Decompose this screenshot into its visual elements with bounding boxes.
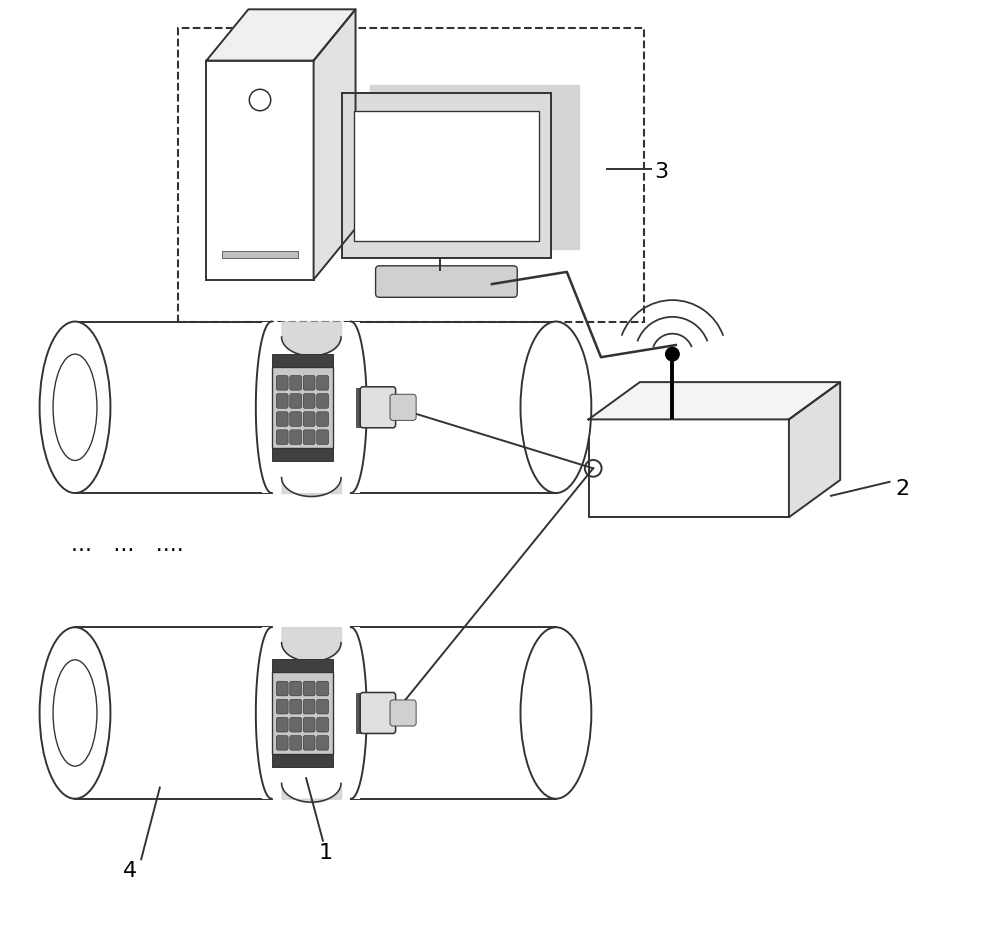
Bar xyxy=(272,754,333,766)
Bar xyxy=(272,354,333,366)
FancyBboxPatch shape xyxy=(303,681,315,696)
Ellipse shape xyxy=(521,627,591,799)
FancyBboxPatch shape xyxy=(360,387,396,428)
Polygon shape xyxy=(75,627,556,799)
FancyBboxPatch shape xyxy=(303,735,315,750)
FancyBboxPatch shape xyxy=(390,700,416,726)
Polygon shape xyxy=(370,85,579,249)
Bar xyxy=(356,388,365,427)
FancyBboxPatch shape xyxy=(276,376,288,391)
Polygon shape xyxy=(75,322,556,493)
Bar xyxy=(272,366,333,448)
FancyBboxPatch shape xyxy=(290,735,302,750)
Bar xyxy=(589,419,789,517)
FancyBboxPatch shape xyxy=(276,412,288,426)
FancyBboxPatch shape xyxy=(290,681,302,696)
Polygon shape xyxy=(789,382,840,517)
FancyBboxPatch shape xyxy=(276,735,288,750)
FancyBboxPatch shape xyxy=(317,393,329,408)
FancyBboxPatch shape xyxy=(317,718,329,732)
FancyBboxPatch shape xyxy=(303,699,315,714)
Ellipse shape xyxy=(40,627,110,799)
FancyBboxPatch shape xyxy=(303,393,315,408)
FancyBboxPatch shape xyxy=(317,430,329,445)
FancyBboxPatch shape xyxy=(317,699,329,714)
Bar xyxy=(178,28,644,322)
Polygon shape xyxy=(314,9,356,280)
Polygon shape xyxy=(206,9,356,61)
FancyBboxPatch shape xyxy=(276,718,288,732)
FancyBboxPatch shape xyxy=(303,376,315,391)
Bar xyxy=(222,251,298,258)
Ellipse shape xyxy=(40,322,110,493)
FancyBboxPatch shape xyxy=(290,699,302,714)
FancyBboxPatch shape xyxy=(290,376,302,391)
Polygon shape xyxy=(589,382,840,419)
Circle shape xyxy=(665,347,680,362)
Text: 3: 3 xyxy=(654,162,668,183)
Text: 4: 4 xyxy=(123,861,137,882)
Text: ...   ...   ....: ... ... .... xyxy=(71,535,184,555)
Bar xyxy=(272,672,333,754)
FancyBboxPatch shape xyxy=(317,412,329,426)
FancyBboxPatch shape xyxy=(317,735,329,750)
Bar xyxy=(262,322,360,493)
Bar xyxy=(262,627,360,799)
Bar xyxy=(272,448,333,461)
FancyBboxPatch shape xyxy=(390,394,416,420)
FancyBboxPatch shape xyxy=(376,266,517,297)
FancyBboxPatch shape xyxy=(276,393,288,408)
Text: 2: 2 xyxy=(895,479,909,500)
Bar xyxy=(342,93,551,257)
FancyBboxPatch shape xyxy=(317,376,329,391)
FancyBboxPatch shape xyxy=(303,718,315,732)
FancyBboxPatch shape xyxy=(303,430,315,445)
FancyBboxPatch shape xyxy=(317,681,329,696)
FancyBboxPatch shape xyxy=(276,681,288,696)
FancyBboxPatch shape xyxy=(303,412,315,426)
Text: 1: 1 xyxy=(318,843,332,863)
Bar xyxy=(354,111,539,241)
FancyBboxPatch shape xyxy=(290,718,302,732)
Bar xyxy=(356,693,365,733)
FancyBboxPatch shape xyxy=(276,699,288,714)
FancyBboxPatch shape xyxy=(290,393,302,408)
Bar xyxy=(206,61,314,280)
FancyBboxPatch shape xyxy=(360,692,396,733)
FancyBboxPatch shape xyxy=(290,430,302,445)
FancyBboxPatch shape xyxy=(276,430,288,445)
Bar xyxy=(272,660,333,672)
FancyBboxPatch shape xyxy=(290,412,302,426)
Ellipse shape xyxy=(521,322,591,493)
